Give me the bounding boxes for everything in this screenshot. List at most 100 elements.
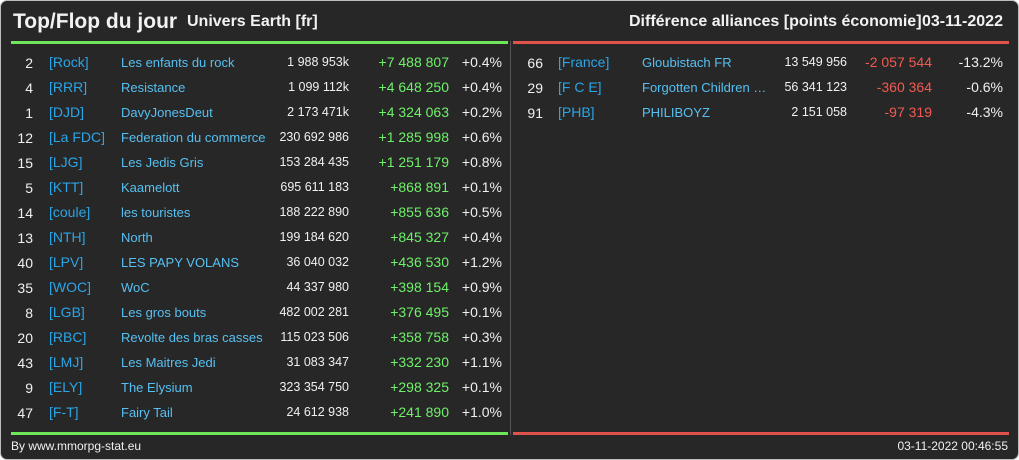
alliance-rank: 14 (17, 205, 33, 221)
alliance-rank: 12 (17, 130, 33, 146)
percent-change: -0.6% (966, 79, 1003, 95)
percent-change: +0.3% (461, 329, 502, 345)
footer-credit: By www.mmorpg-stat.eu (11, 439, 142, 453)
alliance-tag-link[interactable]: [WOC] (49, 279, 91, 295)
alliance-name-link[interactable]: PHILIBOYZ (642, 105, 710, 120)
alliance-rank: 47 (17, 405, 33, 421)
alliance-tag-link[interactable]: [NTH] (49, 229, 86, 245)
alliance-tag-link[interactable]: [RRR] (49, 79, 88, 95)
alliance-tag-link[interactable]: [coule] (49, 204, 91, 220)
alliance-points: 188 222 890 (279, 205, 349, 219)
alliance-name-link[interactable]: les touristes (121, 205, 191, 220)
points-difference: +4 648 250 (378, 79, 449, 95)
alliance-tag-link[interactable]: [France] (558, 54, 610, 70)
footer: By www.mmorpg-stat.eu 03-11-2022 00:46:5… (1, 438, 1018, 459)
alliance-points: 230 692 986 (279, 130, 349, 144)
top-row: 13 [NTH] North 199 184 620 +845 327 +0.4% (11, 226, 508, 251)
points-difference: +241 890 (390, 404, 449, 420)
top-row: 40 [LPV] LES PAPY VOLANS 36 040 032 +436 530… (11, 251, 508, 276)
alliance-tag-link[interactable]: [DJD] (49, 104, 84, 120)
top-row: 15 [LJG] Les Jedis Gris 153 284 435 +1 251 1… (11, 151, 508, 176)
alliance-name-link[interactable]: Les enfants du rock (121, 55, 235, 70)
points-difference: +7 488 807 (378, 54, 449, 70)
alliance-points: 323 354 750 (279, 380, 349, 394)
points-difference: +845 327 (390, 229, 449, 245)
alliance-name-link[interactable]: Les Maitres Jedi (121, 355, 216, 370)
percent-change: +0.4% (461, 79, 502, 95)
points-difference: +4 324 063 (378, 104, 449, 120)
alliance-name-link[interactable]: Resistance (121, 80, 186, 95)
points-difference: -2 057 544 (865, 54, 932, 70)
percent-change: +0.1% (461, 179, 502, 195)
alliance-points: 1 988 953k (287, 55, 349, 69)
alliance-points: 13 549 956 (784, 55, 847, 69)
alliance-tag-link[interactable]: [F C E] (558, 79, 602, 95)
alliance-points: 2 173 471k (287, 105, 349, 119)
top-row: 43 [LMJ] Les Maitres Jedi 31 083 347 +332 23… (11, 351, 508, 376)
alliance-tag-link[interactable]: [Rock] (49, 54, 89, 70)
alliance-name-link[interactable]: Kaamelott (121, 180, 180, 195)
alliance-rank: 5 (25, 180, 33, 196)
alliance-name-link[interactable]: Forgotten Children of Earth (642, 80, 770, 95)
alliance-rank: 40 (17, 255, 33, 271)
alliance-rank: 15 (17, 155, 33, 171)
alliance-tag-link[interactable]: [ELY] (49, 379, 83, 395)
alliance-tag-link[interactable]: [KTT] (49, 179, 84, 195)
percent-change: +0.5% (461, 204, 502, 220)
points-difference: -360 364 (876, 79, 932, 95)
points-difference: +1 285 998 (378, 129, 449, 145)
percent-change: +1.0% (461, 404, 502, 420)
alliance-rank: 20 (17, 330, 33, 346)
alliance-tag-link[interactable]: [La FDC] (49, 129, 106, 145)
alliance-name-link[interactable]: Revolte des bras casses (121, 330, 263, 345)
alliance-rank: 9 (25, 380, 33, 396)
alliance-rank: 2 (25, 55, 33, 71)
alliance-tag-link[interactable]: [PHB] (558, 104, 595, 120)
alliance-name-link[interactable]: Fairy Tail (121, 405, 173, 420)
alliance-tag-link[interactable]: [RBC] (49, 329, 87, 345)
percent-change: +0.9% (461, 279, 502, 295)
alliance-rank: 35 (17, 280, 33, 296)
flop-row: 66 [France] Gloubistach FR 13 549 956 -2 057… (513, 51, 1009, 76)
top-row: 20 [RBC] Revolte des bras casses 115 023 50… (11, 326, 508, 351)
alliance-name-link[interactable]: Gloubistach FR (642, 55, 732, 70)
flop-row: 29 [F C E] Forgotten Children of Earth 56 3… (513, 76, 1009, 101)
top-row: 12 [La FDC] Federation du commerce 230 692 … (11, 126, 508, 151)
header-date: 03-11-2022 (922, 13, 1003, 30)
alliance-name-link[interactable]: The Elysium (121, 380, 193, 395)
panel-divider (510, 41, 511, 435)
alliance-name-link[interactable]: LES PAPY VOLANS (121, 255, 240, 270)
alliance-tag-link[interactable]: [LPV] (49, 254, 84, 270)
points-difference: +398 154 (390, 279, 449, 295)
alliance-tag-link[interactable]: [LGB] (49, 304, 85, 320)
alliance-rank: 91 (527, 105, 543, 121)
alliance-rank: 66 (527, 55, 543, 71)
top-row: 35 [WOC] WoC 44 337 980 +398 154 +0.9% (11, 276, 508, 301)
alliance-points: 695 611 183 (280, 180, 349, 194)
universe-label: Univers Earth [fr] (187, 13, 318, 30)
alliance-name-link[interactable]: Les gros bouts (121, 305, 207, 320)
points-difference: +1 251 179 (378, 154, 449, 170)
alliance-name-link[interactable]: Federation du commerce (121, 130, 266, 145)
top-row: 4 [RRR] Resistance 1 099 112k +4 648 250 +0.4… (11, 76, 508, 101)
alliance-rank: 13 (17, 230, 33, 246)
points-difference: +436 530 (390, 254, 449, 270)
alliance-tag-link[interactable]: [F-T] (49, 404, 79, 420)
alliance-tag-link[interactable]: [LMJ] (49, 354, 84, 370)
percent-change: -4.3% (966, 104, 1003, 120)
header: Top/Flop du jour Univers Earth [fr] Diff… (1, 1, 1018, 41)
page-title: Top/Flop du jour (13, 10, 178, 33)
alliance-name-link[interactable]: North (121, 230, 153, 245)
alliance-rank: 1 (25, 105, 33, 121)
alliance-points: 36 040 032 (286, 255, 349, 269)
alliance-name-link[interactable]: DavyJonesDeut (121, 105, 213, 120)
alliance-tag-link[interactable]: [LJG] (49, 154, 83, 170)
alliance-rank: 43 (17, 355, 33, 371)
percent-change: +0.4% (461, 229, 502, 245)
top-row: 14 [coule] les touristes 188 222 890 +855 63… (11, 201, 508, 226)
alliance-name-link[interactable]: Les Jedis Gris (121, 155, 204, 170)
alliance-rank: 8 (25, 305, 33, 321)
percent-change: +0.4% (461, 54, 502, 70)
alliance-name-link[interactable]: WoC (121, 280, 150, 295)
